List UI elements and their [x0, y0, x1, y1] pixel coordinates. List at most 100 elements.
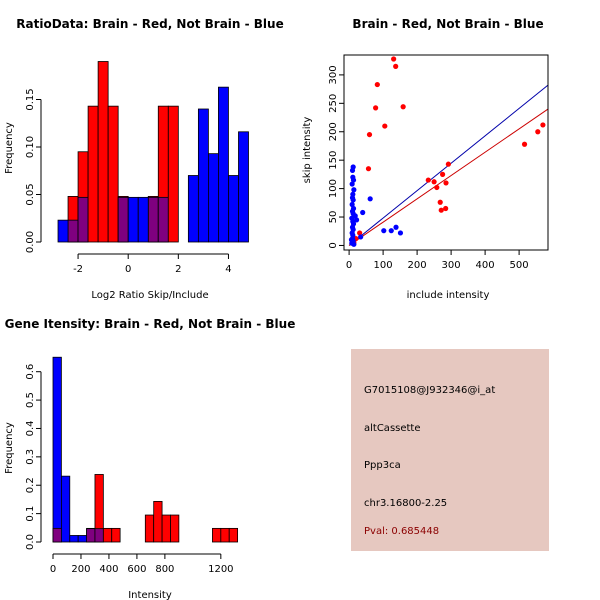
ratio-histogram-ylabel: Frequency — [4, 122, 15, 174]
scatter-x-tick-label: 0 — [346, 260, 352, 271]
ratio-hist-x-tick-label: 4 — [225, 264, 231, 275]
brain-point — [440, 171, 446, 177]
scatter-y-tick-label: 300 — [328, 65, 339, 84]
not-brain-point — [349, 181, 355, 187]
scatter-y-tick-label: 50 — [328, 211, 339, 224]
ratio-hist-bar — [187, 175, 199, 243]
not-brain-point — [350, 177, 357, 183]
gene-hist-x-tick-label: 600 — [127, 564, 146, 575]
ratio-hist-bar — [228, 175, 239, 243]
gene-histogram-title: Gene Itensity: Brain - Red, Not Brain - … — [5, 317, 296, 331]
gene-hist-x-tick-label: 0 — [50, 564, 56, 575]
ratio-hist-y-tick-label: 0.15 — [25, 88, 36, 110]
scatter-x-tick-label: 500 — [510, 260, 529, 271]
gene-hist-bar — [111, 527, 121, 543]
ratio-hist-bar — [57, 219, 69, 243]
ratio-hist-overlap-bar — [117, 196, 129, 243]
ratio-hist-bar — [137, 196, 149, 243]
brain-point — [357, 230, 363, 236]
brain-point — [373, 105, 379, 111]
ratio-hist-x-tick-label: 0 — [125, 264, 131, 275]
scatter-y-tick-label: 250 — [328, 94, 339, 113]
gene-hist-x-tick-label: 1200 — [208, 564, 233, 575]
scatter-plot-frame — [343, 54, 549, 251]
gene-intensity-histogram: Gene Itensity: Brain - Red, Not Brain - … — [4, 317, 295, 600]
ratio-histogram: RatioData: Brain - Red, Not Brain - Blue… — [4, 17, 284, 301]
gene-hist-bar — [69, 535, 79, 543]
ratio-hist-overlap-bar — [77, 196, 89, 243]
brain-point — [365, 166, 372, 172]
ratio-hist-bar — [218, 86, 229, 243]
ratio-hist-overlap-bar — [157, 196, 169, 243]
gene-hist-bar — [220, 527, 230, 543]
ratio-hist-x-tick-label: -2 — [73, 264, 83, 275]
gene-hist-overlap-bar — [94, 528, 104, 543]
gene-hist-overlap-bar — [86, 528, 96, 543]
gene-histogram-ylabel: Frequency — [4, 422, 15, 474]
brain-point — [535, 129, 541, 135]
scatter-xlabel: include intensity — [407, 290, 490, 301]
gene-hist-y-tick-label: 0.4 — [25, 421, 36, 437]
genomic-location: chr3.16800-2.25 — [364, 498, 448, 509]
scatter-x-tick-label: 400 — [476, 260, 495, 271]
brain-point — [521, 141, 528, 147]
scatter-x-tick-label: 200 — [408, 260, 427, 271]
not-brain-point — [388, 228, 394, 234]
ratio-hist-bar — [167, 105, 179, 243]
ratio-hist-bar — [87, 105, 99, 243]
ratio-hist-bar — [197, 108, 209, 243]
not-brain-point — [349, 201, 355, 208]
brain-point — [434, 184, 440, 191]
scatter-y-tick-label: 150 — [328, 151, 339, 170]
scatter-x-tick-label: 300 — [442, 260, 461, 271]
event-type: altCassette — [364, 423, 421, 434]
scatter-x-tick-label: 100 — [374, 260, 393, 271]
not-brain-point — [351, 187, 357, 193]
not-brain-point — [352, 213, 358, 219]
gene-hist-y-tick-label: 0.6 — [25, 364, 36, 380]
scatter-y-tick-label: 200 — [328, 122, 339, 141]
brain-point — [437, 199, 443, 205]
gene-hist-bar — [170, 514, 180, 543]
gene-name: Ppp3ca — [364, 460, 401, 471]
ratio-hist-bar — [97, 61, 109, 243]
ratio-histogram-xlabel: Log2 Ratio Skip/Include — [91, 290, 208, 301]
gene-hist-y-tick-label: 0.5 — [25, 392, 36, 408]
gene-histogram-xlabel: Intensity — [128, 590, 172, 600]
brain-point — [540, 122, 546, 128]
not-brain-point — [358, 234, 364, 240]
gene-hist-bar — [102, 527, 113, 543]
gene-hist-x-tick-label: 200 — [71, 564, 90, 575]
not-brain-point — [393, 224, 399, 230]
gene-hist-x-tick-label: 800 — [155, 564, 174, 575]
ratio-hist-bar — [127, 196, 139, 243]
intensity-scatter: Brain - Red, Not Brain - Blue include in… — [302, 17, 549, 301]
probe-id: G7015108@J932346@i_at — [364, 385, 496, 396]
brain-point — [400, 104, 406, 110]
not-brain-point — [353, 217, 360, 223]
gene-hist-bar — [212, 527, 222, 543]
brain-point — [425, 177, 431, 183]
ratio-histogram-title: RatioData: Brain - Red, Not Brain - Blue — [16, 17, 283, 31]
gene-hist-bar — [153, 501, 163, 543]
not-brain-point — [348, 237, 355, 243]
gene-hist-bar — [161, 514, 171, 543]
scatter-y-tick-label: 100 — [328, 179, 339, 198]
regression-line — [348, 108, 549, 246]
scatter-title: Brain - Red, Not Brain - Blue — [352, 17, 543, 31]
ratio-hist-bar — [208, 153, 219, 243]
not-brain-point — [360, 209, 366, 216]
gene-hist-overlap-bar — [52, 527, 62, 543]
probe-info-panel: G7015108@J932346@i_at altCassette Ppp3ca… — [351, 349, 549, 551]
ratio-hist-y-tick-label: 0.00 — [25, 231, 36, 253]
gene-hist-bar — [60, 475, 71, 543]
brain-point — [393, 63, 399, 69]
brain-point — [431, 179, 437, 185]
not-brain-point — [381, 228, 387, 234]
brain-point — [391, 56, 397, 62]
brain-point — [374, 81, 380, 88]
gene-hist-bar — [228, 527, 239, 543]
gene-hist-y-tick-label: 0.2 — [25, 477, 36, 493]
brain-point — [443, 205, 449, 212]
